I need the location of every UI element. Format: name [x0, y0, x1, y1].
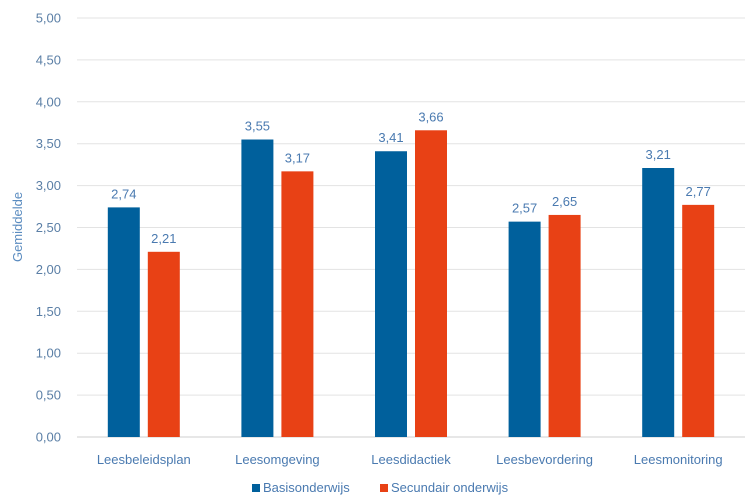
bar-secundair-onderwijs	[281, 171, 314, 437]
data-label: 2,57	[512, 201, 537, 216]
bar-secundair-onderwijs	[548, 214, 581, 437]
bar-secundair-onderwijs	[682, 204, 715, 437]
data-label: 2,65	[552, 194, 577, 209]
y-tick-label: 0,50	[36, 388, 61, 403]
data-label: 3,21	[646, 147, 671, 162]
legend: Basisonderwijs Secundair onderwijs	[252, 480, 509, 495]
y-tick-label: 4,00	[36, 94, 61, 109]
legend-label: Secundair onderwijs	[391, 480, 509, 495]
data-label: 2,77	[686, 184, 711, 199]
bar-basisonderwijs	[508, 221, 541, 437]
y-tick-label: 2,00	[36, 262, 61, 277]
y-tick-label: 0,00	[36, 430, 61, 445]
y-tick-label: 5,00	[36, 11, 61, 26]
y-tick-label: 2,50	[36, 220, 61, 235]
legend-swatch	[252, 484, 260, 492]
data-label: 3,41	[378, 130, 403, 145]
bar-secundair-onderwijs	[415, 130, 447, 438]
x-tick-label: Leesomgeving	[235, 452, 320, 467]
bar-basisonderwijs	[375, 151, 407, 437]
x-tick-label: Leesmonitoring	[634, 452, 723, 467]
data-labels: 2,74 2,21 3,55 3,17 3,41 3,66 2,57 2,65 3,21 2,77	[111, 109, 711, 246]
bar-basisonderwijs	[107, 207, 140, 437]
x-tick-label: Leesbeleidsplan	[97, 452, 191, 467]
bar-secundair-onderwijs	[147, 251, 180, 437]
y-tick-label: 3,00	[36, 178, 61, 193]
legend-swatch	[380, 484, 388, 492]
y-tick-label: 1,00	[36, 346, 61, 361]
y-tick-label: 3,50	[36, 136, 61, 151]
bar-basisonderwijs	[642, 168, 675, 437]
data-label: 3,66	[418, 109, 443, 124]
data-label: 3,17	[285, 150, 310, 165]
legend-label: Basisonderwijs	[263, 480, 350, 495]
data-label: 2,21	[151, 231, 176, 246]
gridlines	[77, 17, 745, 438]
y-tick-label: 1,50	[36, 304, 61, 319]
bar-basisonderwijs	[241, 139, 274, 437]
x-tick-label: Leesdidactiek	[371, 452, 451, 467]
data-label: 2,74	[111, 186, 136, 201]
bars	[107, 130, 715, 438]
y-axis-label: Gemiddelde	[10, 192, 25, 262]
x-tick-label: Leesbevordering	[496, 452, 593, 467]
data-label: 3,55	[245, 119, 270, 134]
y-tick-label: 4,50	[36, 52, 61, 67]
x-axis-categories: Leesbeleidsplan Leesomgeving Leesdidactiek…	[97, 452, 723, 467]
y-axis-ticks: 0,00 0,50 1,00 1,50 2,00 2,50 3,00 3,50 4,00 4,50…	[36, 11, 61, 445]
